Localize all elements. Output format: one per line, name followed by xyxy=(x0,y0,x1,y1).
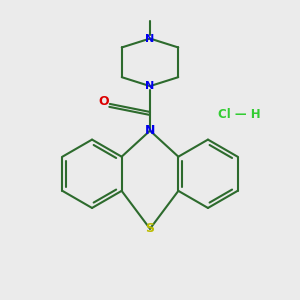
Text: S: S xyxy=(146,222,154,235)
Text: O: O xyxy=(98,95,109,108)
Text: N: N xyxy=(145,124,155,137)
Text: N: N xyxy=(146,81,154,91)
Text: Cl — H: Cl — H xyxy=(218,108,260,121)
Text: N: N xyxy=(146,34,154,44)
